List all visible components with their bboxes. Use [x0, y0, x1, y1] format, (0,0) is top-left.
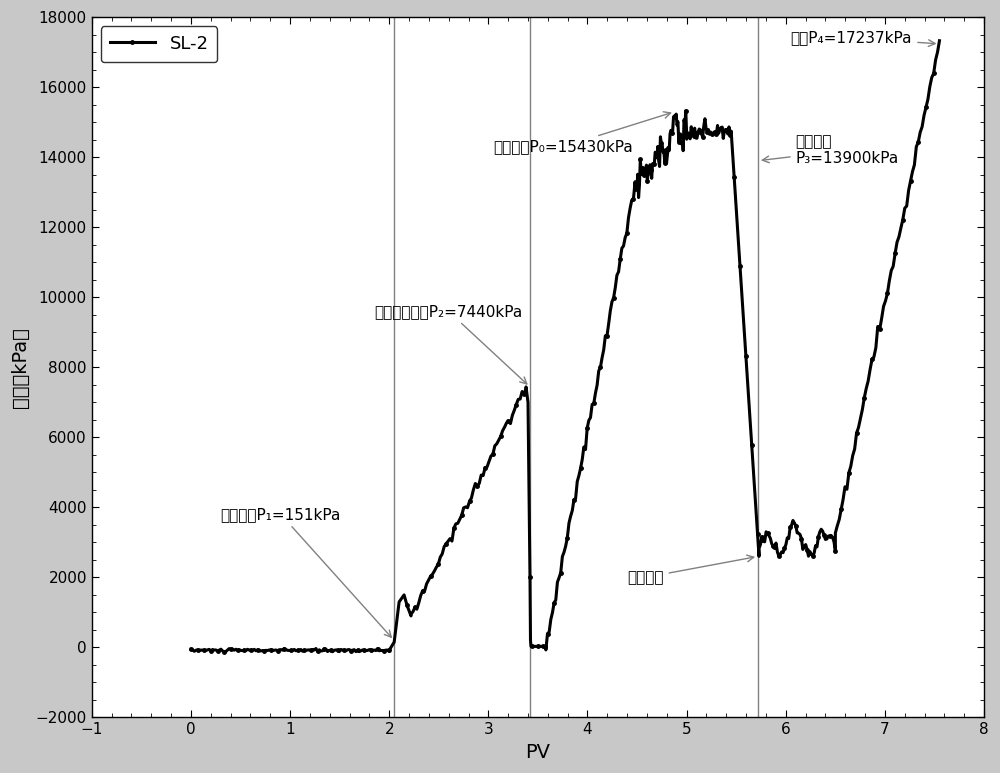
SL-2	[747, 462, 759, 472]
SL-2	[933, 36, 945, 46]
SL-2	[327, 647, 339, 656]
SL-2	[185, 645, 197, 654]
SL-2	[633, 193, 645, 203]
Text: 沉淠体系: 沉淠体系	[627, 555, 754, 585]
Text: 成胶压力
P₃=13900kPa: 成胶压力 P₃=13900kPa	[762, 134, 899, 166]
Line: SL-2: SL-2	[189, 39, 941, 653]
Text: 注聚合物压力P₂=7440kPa: 注聚合物压力P₂=7440kPa	[374, 304, 527, 384]
X-axis label: PV: PV	[525, 743, 550, 762]
Text: 压力P₄=17237kPa: 压力P₄=17237kPa	[791, 31, 935, 46]
Legend: SL-2: SL-2	[101, 26, 217, 63]
SL-2	[477, 471, 489, 480]
Text: 突破压力P₀=15430kPa: 突破压力P₀=15430kPa	[493, 112, 671, 154]
Text: 注水压力P₁=151kPa: 注水压力P₁=151kPa	[221, 507, 391, 637]
SL-2	[282, 645, 294, 655]
SL-2	[864, 365, 876, 374]
SL-2	[757, 536, 769, 546]
Y-axis label: 压力（kPa）: 压力（kPa）	[11, 327, 30, 407]
